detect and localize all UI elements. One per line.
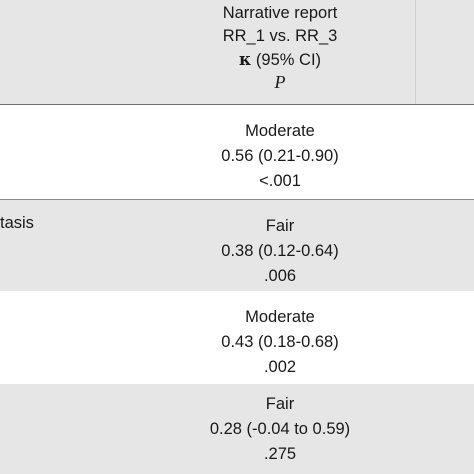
p-value: .275 <box>263 445 297 463</box>
header-title: Narrative report <box>222 4 338 22</box>
agreement-level: Moderate <box>245 308 315 326</box>
row-label: tasis <box>0 214 34 232</box>
table-header: Narrative report RR_1 vs. RR_3 κ (95% CI… <box>0 0 474 105</box>
kappa-ci-label: (95% CI) <box>251 51 322 69</box>
table-cell: Moderate 0.43 (0.18-0.68) .002 <box>145 305 415 380</box>
kappa-value: 0.28 (-0.04 to 0.59) <box>209 420 351 438</box>
agreement-level: Moderate <box>245 122 315 140</box>
kappa-value: 0.56 (0.21-0.90) <box>221 147 339 165</box>
header-kappa: κ (95% CI) <box>145 48 415 71</box>
table-row: Fair 0.28 (-0.04 to 0.59) .275 <box>0 384 474 474</box>
table-row: Moderate 0.56 (0.21-0.90) <.001 <box>0 105 474 200</box>
kappa-value: 0.43 (0.18-0.68) <box>221 333 339 351</box>
p-value: .002 <box>263 358 297 376</box>
table-cell: Fair 0.38 (0.12-0.64) .006 <box>145 214 415 289</box>
table-row: Moderate 0.43 (0.18-0.68) .002 <box>0 291 474 386</box>
agreement-level: Fair <box>265 217 295 235</box>
table-row: tasis Fair 0.38 (0.12-0.64) .006 <box>0 200 474 295</box>
column-header-narrative-report: Narrative report RR_1 vs. RR_3 κ (95% CI… <box>145 2 415 94</box>
kappa-value: 0.38 (0.12-0.64) <box>221 242 339 260</box>
agreement-level: Fair <box>265 395 295 413</box>
table-cell: Moderate 0.56 (0.21-0.90) <.001 <box>145 119 415 194</box>
kappa-symbol: κ <box>238 50 252 69</box>
column-divider <box>415 0 416 104</box>
p-value: .006 <box>263 267 297 285</box>
table-cell: Fair 0.28 (-0.04 to 0.59) .275 <box>145 392 415 467</box>
header-comparison: RR_1 vs. RR_3 <box>222 27 338 45</box>
header-p-label: P <box>274 72 286 92</box>
p-value: <.001 <box>259 172 301 190</box>
